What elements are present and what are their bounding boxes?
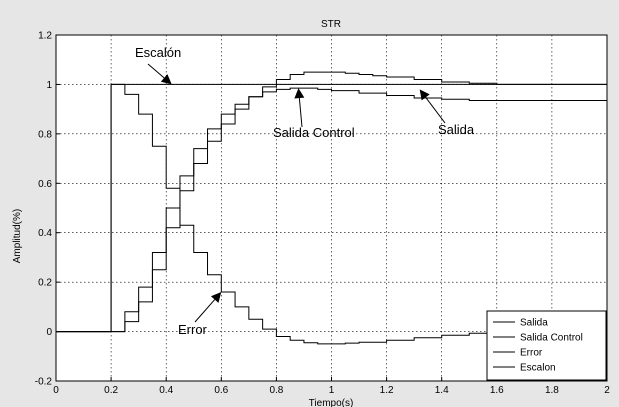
legend-label: Salida Control	[520, 333, 583, 344]
legend-item-escalon: Escalon	[493, 363, 556, 374]
annotation-label: Error	[178, 322, 208, 337]
x-tick-label: 0.6	[214, 385, 228, 396]
legend-label: Error	[520, 348, 543, 359]
series-escalon-line	[56, 83, 607, 333]
y-tick-label: 0.8	[38, 129, 52, 140]
y-tick-label: -0.2	[35, 377, 53, 388]
legend-item-error: Error	[493, 348, 543, 359]
x-tick-label: 0	[53, 385, 59, 396]
x-tick-label: 0.4	[159, 385, 173, 396]
annotation-label: Salida Control	[273, 125, 355, 140]
annotation-escal-n: Escalón	[135, 45, 181, 85]
legend: Salida Salida Control Error Escalon	[486, 310, 607, 381]
annotation-arrow-line	[147, 63, 165, 79]
annotation-arrow-line	[425, 97, 446, 124]
series-salida-line	[56, 71, 607, 333]
x-tick-label: 0.2	[104, 385, 118, 396]
x-tick-label: 0.8	[269, 385, 283, 396]
annotation-arrow-line	[298, 98, 303, 128]
y-tick-label: 0	[46, 327, 52, 338]
annotation-label: Escalón	[135, 45, 181, 60]
legend-label: Escalon	[520, 363, 556, 374]
annotation-arrowhead	[419, 89, 430, 101]
annotation-arrowhead	[294, 88, 305, 99]
series-salida-control-line	[56, 87, 607, 333]
annotation-salida-control: Salida Control	[273, 88, 355, 140]
chart-title: STR	[321, 19, 341, 30]
legend-label: Salida	[520, 318, 548, 329]
legend-item-salida: Salida	[493, 318, 548, 329]
series-lines	[56, 71, 607, 345]
legend-item-salida-control: Salida Control	[493, 333, 583, 344]
y-axis-label: Amplitud(%)	[12, 209, 23, 263]
x-tick-label: 1.8	[545, 385, 559, 396]
x-axis-label: Tiempo(s)	[309, 398, 354, 407]
annotation-arrowhead	[160, 74, 172, 85]
y-tick-label: 0.4	[38, 228, 52, 239]
y-tick-label: 1.2	[38, 31, 52, 42]
y-tick-label: 0.2	[38, 278, 52, 289]
annotation-salida: Salida	[419, 89, 475, 137]
x-tick-label: 1	[329, 385, 335, 396]
x-tick-label: 1.4	[435, 385, 449, 396]
x-tick-label: 1.2	[380, 385, 394, 396]
series-error-line	[56, 83, 607, 345]
x-tick-label: 1.6	[490, 385, 504, 396]
x-tick-label: 2	[604, 385, 610, 396]
annotation-arrowhead	[210, 292, 222, 303]
annotation-arrow-line	[194, 299, 216, 323]
y-tick-label: 1	[46, 80, 52, 91]
annotation-error: Error	[178, 292, 222, 337]
annotation-label: Salida	[438, 122, 475, 137]
y-tick-label: 0.6	[38, 179, 52, 190]
axis-ticks: 0 0.2 0.4 0.6 0.8 1 1.2 1.4 1.6 1.8 2-0.200.20.40.…	[35, 31, 610, 397]
annotations: Escalón Salida Control Salida Error	[135, 45, 475, 337]
